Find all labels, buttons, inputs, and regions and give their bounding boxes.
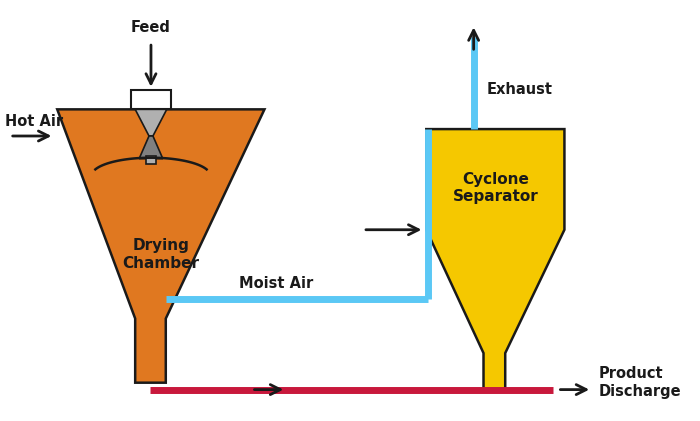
Bar bbox=[131, 90, 171, 109]
Text: Moist Air: Moist Air bbox=[239, 276, 314, 291]
Text: Exhaust: Exhaust bbox=[486, 82, 552, 97]
Text: Product
Discharge: Product Discharge bbox=[599, 367, 682, 399]
Polygon shape bbox=[135, 109, 167, 136]
Polygon shape bbox=[57, 109, 265, 383]
Polygon shape bbox=[426, 129, 564, 389]
Text: Hot Air: Hot Air bbox=[5, 114, 63, 129]
Bar bbox=[146, 156, 156, 164]
Text: Drying
Chamber: Drying Chamber bbox=[122, 238, 199, 271]
Polygon shape bbox=[139, 136, 163, 159]
Text: Feed: Feed bbox=[131, 20, 171, 35]
Text: Cyclone
Separator: Cyclone Separator bbox=[452, 172, 538, 205]
